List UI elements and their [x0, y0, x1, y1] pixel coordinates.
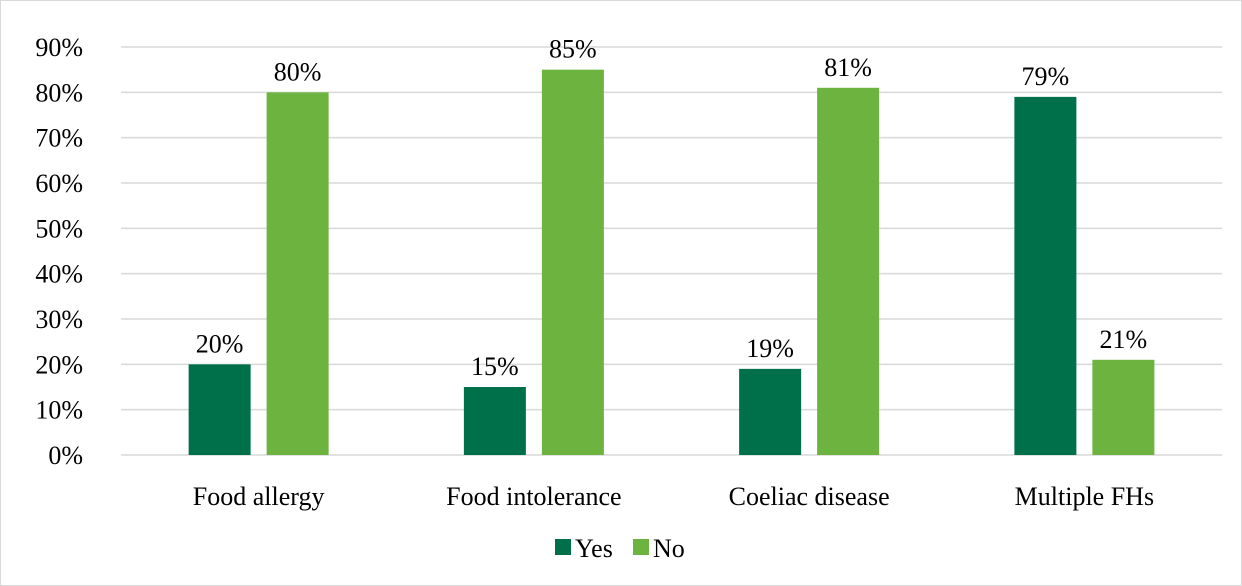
bars [188, 69, 1155, 456]
y-tick-label: 0% [48, 441, 83, 470]
bar-yes-3 [1014, 96, 1077, 455]
y-tick-label: 50% [35, 214, 83, 243]
legend-swatch-no [633, 539, 649, 555]
y-tick-label: 60% [35, 169, 83, 198]
data-label: 21% [1100, 325, 1148, 354]
bar-yes-2 [739, 368, 802, 455]
bar-no-2 [817, 87, 880, 456]
data-label: 80% [274, 57, 322, 86]
data-label: 79% [1022, 62, 1070, 91]
y-tick-label: 20% [35, 350, 83, 379]
y-tick-label: 90% [35, 33, 83, 62]
bar-yes-0 [188, 364, 251, 455]
bar-no-1 [541, 69, 604, 456]
data-label: 15% [471, 352, 519, 381]
data-label: 20% [196, 329, 244, 358]
category-label: Food allergy [193, 482, 325, 511]
data-label: 19% [746, 334, 794, 363]
legend-label-no: No [653, 534, 685, 563]
y-tick-label: 10% [35, 396, 83, 425]
bar-no-3 [1092, 359, 1155, 455]
y-tick-label: 40% [35, 260, 83, 289]
category-label: Food intolerance [446, 482, 621, 511]
category-label: Multiple FHs [1015, 482, 1154, 511]
data-label: 85% [549, 35, 597, 64]
bar-no-0 [266, 92, 329, 455]
data-label: 81% [824, 53, 872, 82]
data-labels: 20% 80% 15% 85% 19% 81% 79% 21% [196, 35, 1147, 381]
x-axis-categories: Food allergy Food intolerance Coeliac dise… [193, 482, 1154, 511]
y-axis-ticks: 0% 10% 20% 30% 40% 50% 60% 70% 80% 90% [35, 33, 83, 470]
y-tick-label: 80% [35, 78, 83, 107]
legend-swatch-yes [555, 539, 571, 555]
legend: Yes No [555, 534, 685, 563]
bar-yes-1 [463, 387, 526, 455]
y-tick-label: 30% [35, 305, 83, 334]
category-label: Coeliac disease [729, 482, 890, 511]
y-tick-label: 70% [35, 124, 83, 153]
legend-label-yes: Yes [575, 534, 613, 563]
